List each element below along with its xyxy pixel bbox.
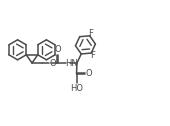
Text: F: F [89,29,93,38]
Text: F: F [90,51,95,60]
Text: HO: HO [70,84,83,93]
Text: O: O [85,69,92,78]
Text: O: O [49,59,56,68]
Text: HN: HN [65,59,78,69]
Text: O: O [54,45,61,54]
